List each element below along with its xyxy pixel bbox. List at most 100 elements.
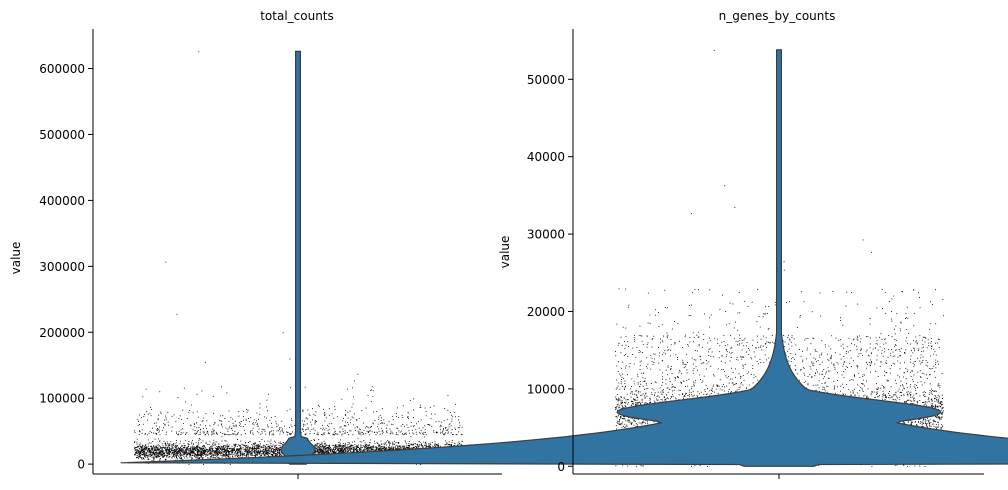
- data-point: [220, 447, 221, 449]
- data-point: [223, 446, 224, 448]
- data-point: [379, 445, 381, 447]
- data-point: [141, 446, 143, 448]
- data-point: [279, 449, 281, 451]
- data-point: [167, 454, 169, 456]
- data-point: [240, 423, 241, 425]
- data-point: [246, 452, 248, 453]
- data-point: [431, 413, 432, 415]
- data-point: [386, 447, 388, 449]
- data-point: [444, 434, 446, 436]
- data-point: [448, 441, 450, 443]
- data-point: [256, 451, 257, 453]
- data-point: [163, 455, 165, 457]
- data-point: [184, 445, 186, 447]
- data-point: [138, 450, 140, 451]
- data-point: [151, 454, 153, 456]
- data-point: [211, 449, 213, 451]
- data-point: [322, 449, 324, 451]
- data-point: [272, 444, 274, 446]
- data-point: [407, 447, 409, 449]
- data-point: [382, 447, 384, 449]
- chart-title-left: total_counts: [260, 9, 334, 23]
- data-point: [198, 454, 200, 456]
- data-point: [137, 456, 139, 458]
- data-point: [340, 451, 342, 453]
- data-point: [248, 442, 249, 443]
- data-point: [349, 430, 351, 432]
- data-point: [367, 426, 369, 428]
- data-point: [204, 451, 206, 453]
- data-point: [186, 447, 188, 449]
- data-point: [258, 451, 259, 453]
- data-point: [350, 447, 352, 449]
- data-point: [263, 452, 264, 454]
- data-point: [168, 454, 170, 455]
- data-point: [227, 450, 229, 451]
- data-point: [156, 450, 158, 452]
- data-point: [171, 446, 173, 447]
- data-point: [150, 407, 151, 408]
- data-point: [171, 448, 173, 450]
- data-point: [245, 445, 247, 446]
- data-point: [407, 448, 409, 450]
- data-point: [157, 449, 159, 451]
- data-point: [353, 413, 355, 415]
- data-point: [382, 446, 384, 448]
- data-point: [346, 447, 348, 448]
- data-point: [274, 416, 276, 417]
- data-point: [238, 456, 240, 458]
- data-point: [176, 453, 177, 454]
- data-point: [147, 439, 149, 441]
- data-point: [177, 434, 179, 436]
- data-point: [253, 447, 255, 449]
- data-point: [334, 451, 335, 453]
- data-point: [155, 451, 156, 453]
- data-point: [202, 452, 203, 453]
- data-point: [324, 447, 326, 449]
- data-point: [264, 453, 266, 455]
- data-point: [412, 444, 414, 446]
- data-point: [229, 464, 231, 465]
- data-point: [319, 451, 321, 453]
- data-point: [152, 448, 154, 450]
- data-point: [240, 450, 242, 452]
- data-point: [248, 450, 250, 452]
- data-point: [240, 420, 242, 422]
- data-point: [395, 444, 397, 446]
- data-point: [251, 447, 253, 449]
- data-point: [381, 422, 383, 424]
- data-point: [382, 422, 384, 424]
- data-point: [268, 393, 269, 395]
- data-point: [255, 456, 256, 458]
- data-point: [430, 446, 431, 448]
- data-point: [198, 451, 200, 453]
- data-point: [228, 427, 230, 429]
- data-point: [251, 448, 253, 449]
- data-point: [365, 444, 367, 446]
- data-point: [344, 430, 346, 432]
- data-point: [200, 451, 202, 453]
- data-point: [275, 449, 277, 450]
- data-point: [341, 452, 343, 453]
- data-point: [204, 447, 206, 448]
- data-point: [188, 464, 190, 465]
- data-point: [222, 446, 224, 448]
- data-point: [438, 420, 440, 422]
- data-point: [366, 445, 368, 447]
- data-point: [359, 449, 361, 451]
- data-point: [319, 448, 321, 450]
- data-point: [212, 395, 214, 397]
- data-point: [257, 446, 259, 447]
- data-point: [345, 450, 347, 452]
- data-point: [378, 448, 379, 450]
- data-point: [327, 433, 329, 435]
- data-point: [327, 450, 329, 452]
- data-point: [258, 448, 260, 450]
- data-point: [314, 452, 316, 454]
- data-point: [163, 423, 165, 424]
- data-point: [194, 453, 196, 455]
- data-point: [328, 445, 329, 447]
- data-point: [449, 423, 451, 425]
- data-point: [223, 452, 225, 454]
- data-point: [420, 444, 422, 446]
